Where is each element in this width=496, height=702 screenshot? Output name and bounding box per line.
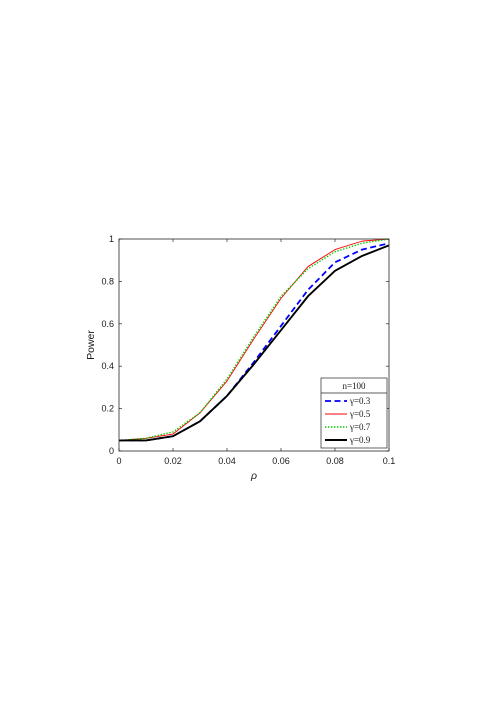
- y-axis-label: Power: [85, 330, 97, 360]
- x-tick-label: 0.1: [383, 456, 396, 466]
- series-line-2: [118, 238, 390, 441]
- series-line-4: [119, 244, 390, 442]
- x-tick-label: 0.06: [272, 456, 290, 466]
- y-tick-label: 1: [109, 234, 114, 244]
- legend: n=100 γ=0.3 γ=0.5 γ=0.7 γ=0.9: [320, 377, 388, 449]
- y-tick-label: 0.8: [101, 276, 114, 286]
- y-tick-label: 0.6: [101, 319, 114, 329]
- x-tick-label: 0: [116, 456, 121, 466]
- y-tick-label: 0.4: [101, 361, 114, 371]
- legend-title: n=100: [342, 381, 366, 391]
- legend-label-4: γ=0.9: [349, 435, 371, 445]
- x-tick-label: 0.04: [218, 456, 236, 466]
- legend-label-1: γ=0.3: [349, 396, 371, 406]
- legend-label-3: γ=0.7: [349, 422, 371, 432]
- x-tick-label: 0.08: [326, 456, 344, 466]
- series-line-1: [119, 242, 390, 442]
- plot-frame: [118, 238, 390, 452]
- y-tick-label: 0: [109, 446, 114, 456]
- legend-label-2: γ=0.5: [349, 409, 371, 419]
- x-tick-label: 0.02: [164, 456, 182, 466]
- series-line-3: [118, 238, 390, 442]
- series-lines: [118, 238, 390, 442]
- y-tick-label: 0.2: [101, 404, 114, 414]
- x-axis-label: ρ: [250, 470, 257, 482]
- legend-box: [320, 377, 388, 449]
